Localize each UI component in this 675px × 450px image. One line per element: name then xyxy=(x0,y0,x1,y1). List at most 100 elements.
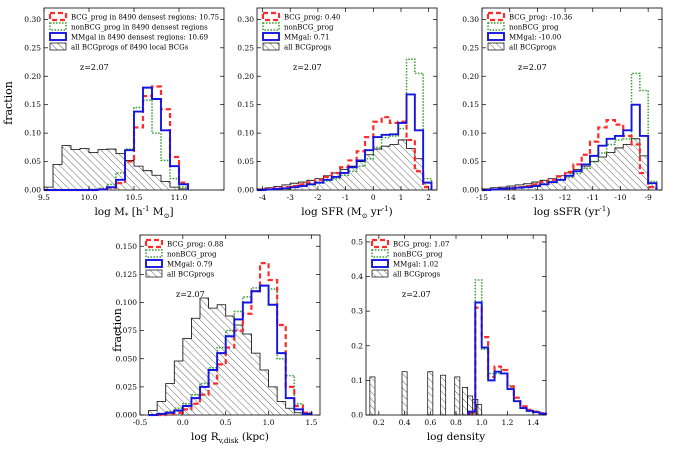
x-axis-label-part: log SFR (M xyxy=(301,206,362,218)
x-axis-label: log SFR (M⊙ yr-1) xyxy=(301,205,392,220)
y-tick-label: 0.5 xyxy=(351,237,363,246)
y-tick-label: 0.15 xyxy=(462,100,479,109)
all-bcgprogs-bar xyxy=(440,374,447,416)
legend-label-non: nonBCG_prog in 8490 densest regions xyxy=(71,24,208,32)
y-tick-label: 0.20 xyxy=(24,72,41,81)
y-tick-label: 0.25 xyxy=(24,43,41,52)
legend-swatch-mm xyxy=(145,259,163,268)
y-tick-label: 0.0 xyxy=(351,411,363,420)
x-tick-label: -14 xyxy=(504,193,516,202)
ylabel-top-row: fraction xyxy=(2,81,15,125)
all-bcgprogs-bar xyxy=(462,386,468,416)
legend-label-non: nonBCG_prog xyxy=(509,24,559,32)
x-tick-label: 1.4 xyxy=(527,418,539,427)
legend-swatch-non xyxy=(49,22,67,31)
x-axis-label-part: ] xyxy=(169,206,173,218)
x-tick-label: -1 xyxy=(342,193,349,202)
legend-swatch-all xyxy=(49,42,67,51)
legend-label-mm: MMgal in 8490 densest regions: 10.69 xyxy=(71,34,208,42)
legend-label-non: nonBCG_prog xyxy=(284,24,334,32)
y-tick-label: 0.30 xyxy=(462,15,479,24)
x-axis-label-part: ⊙ xyxy=(362,212,368,220)
x-axis-label: log M* [h-1 M⊙] xyxy=(94,205,173,220)
legend-label-mm: MMgal: 0.71 xyxy=(284,34,329,42)
panel-disk-radius: -0.5 0.0 0.5 1.0 1.5 0.000 0.025 0.050 0.075 0.10… xyxy=(116,234,321,445)
y-tick-label: 0.4 xyxy=(351,272,363,281)
x-tick-label: 9.5 xyxy=(38,193,50,202)
x-axis-label: log sSFR (yr-1) xyxy=(534,205,611,218)
legend-swatch-mm xyxy=(371,259,389,268)
redshift-annotation: z=2.07 xyxy=(402,290,431,299)
y-tick-label: 0.00 xyxy=(462,186,479,195)
legend-label-bcg: BCG_prog: 1.07 xyxy=(393,241,449,249)
x-tick-label: 0.8 xyxy=(450,418,462,427)
y-tick-label: 0.10 xyxy=(237,129,254,138)
redshift-annotation: z=2.07 xyxy=(176,290,205,299)
x-tick-label: 0.0 xyxy=(177,418,189,427)
y-tick-label: 0.00 xyxy=(24,186,41,195)
y-tick-label: 0.050 xyxy=(116,354,138,363)
legend-swatch-all xyxy=(487,42,505,51)
x-tick-label: -4 xyxy=(259,193,267,202)
y-tick-label: 0.20 xyxy=(462,72,479,81)
x-tick-label: 0.6 xyxy=(424,418,436,427)
y-tick-label: 0.05 xyxy=(24,157,41,166)
y-tick-label: 0.025 xyxy=(116,382,138,391)
x-tick-label: 10.0 xyxy=(81,193,98,202)
legend-swatch-all xyxy=(262,42,280,51)
x-tick-label: 1.0 xyxy=(263,418,275,427)
x-axis-label-part: v,disk xyxy=(218,437,240,445)
panel-stellar-mass: 9.5 10.0 10.5 11.0 0.00 0.05 0.10 0.15 0.20 0.25 0… xyxy=(24,7,225,220)
x-tick-label: 0.2 xyxy=(373,418,385,427)
x-tick-label: 1.5 xyxy=(305,418,317,427)
y-tick-label: 0.05 xyxy=(462,157,479,166)
mm-histogram-mstar xyxy=(44,86,189,191)
x-axis-label-part: (kpc) xyxy=(239,431,270,443)
legend-label-all: all BCGprogs xyxy=(167,271,215,279)
legend-swatch-bcg xyxy=(48,11,68,22)
legend-swatch-non xyxy=(262,22,280,31)
legend-label-all: all BCGprogs xyxy=(284,44,332,52)
y-tick-label: 0.10 xyxy=(24,129,41,138)
panel-density: 0.2 0.4 0.6 0.8 1.0 1.2 1.4 0.0 0.1 0.2 0.3 0.4 0.5 l… xyxy=(351,234,548,443)
x-axis-label-part: log R xyxy=(191,431,220,443)
all-histogram-rdisk xyxy=(148,297,312,415)
y-tick-label: 0.30 xyxy=(24,15,41,24)
x-tick-label: -2 xyxy=(314,193,322,202)
legend-swatch-all xyxy=(145,269,163,278)
legend-label-all: all BCGprogs of 8490 local BCGs xyxy=(71,44,189,52)
legend-label-bcg: BCG_prog: 0.88 xyxy=(167,241,223,249)
mm-histogram-ssfr xyxy=(482,103,658,191)
y-tick-label: 0.25 xyxy=(237,43,254,52)
ylabel-bottom-row: fraction xyxy=(111,308,124,352)
legend-swatch-bcg xyxy=(261,11,281,22)
x-tick-label: -11 xyxy=(587,193,599,202)
y-tick-label: 0.30 xyxy=(237,15,254,24)
x-tick-label: 2 xyxy=(426,193,431,202)
x-tick-label: -15 xyxy=(476,193,488,202)
y-tick-label: 0.3 xyxy=(351,307,363,316)
legend-label-non: nonBCG_prog xyxy=(167,251,217,259)
all-histogram-sfr xyxy=(256,139,432,190)
legend-swatch-mm xyxy=(262,32,280,41)
x-tick-label: 0.5 xyxy=(220,418,232,427)
x-tick-label: -3 xyxy=(287,193,295,202)
x-axis-label-part: log M xyxy=(94,206,125,218)
x-axis-label-part: * xyxy=(125,212,129,220)
all-bcgprogs-bar xyxy=(454,376,461,416)
x-axis-label-part: -1 xyxy=(382,205,389,213)
x-axis-label-part: -1 xyxy=(143,205,150,213)
x-tick-label: 11.0 xyxy=(171,193,188,202)
redshift-annotation: z=2.07 xyxy=(518,63,547,72)
all-bcgprogs-bar xyxy=(476,404,483,416)
all-histogram-mstar xyxy=(43,145,189,190)
y-tick-label: 0.10 xyxy=(462,129,479,138)
legend-label-all: all BCGprogs xyxy=(393,271,441,279)
x-tick-label: 1.2 xyxy=(501,418,513,427)
y-tick-label: 0.2 xyxy=(351,341,363,350)
x-axis-label-part: M xyxy=(149,206,163,218)
x-tick-label: -9 xyxy=(644,193,652,202)
x-tick-label: 0 xyxy=(371,193,376,202)
y-tick-label: 0.100 xyxy=(116,298,138,307)
y-tick-label: 0.125 xyxy=(116,270,138,279)
